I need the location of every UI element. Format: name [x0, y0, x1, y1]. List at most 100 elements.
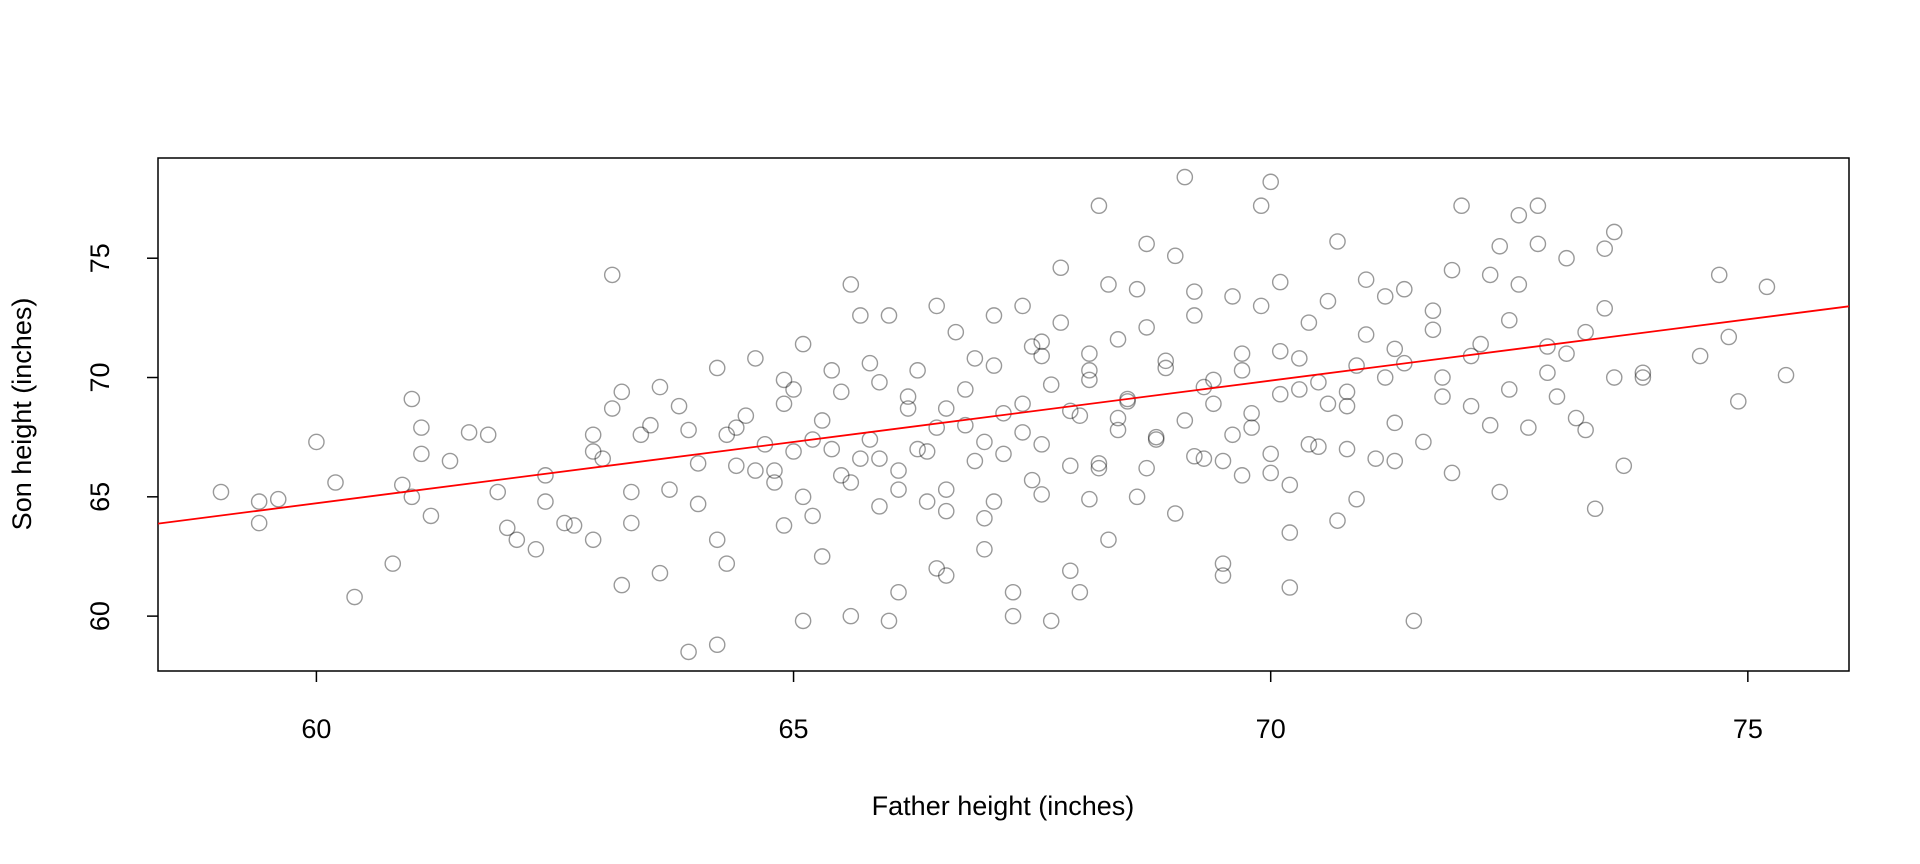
point: [1710, 266, 1728, 284]
point: [384, 555, 402, 572]
y-axis-title: Son height (inches): [7, 298, 37, 531]
point: [1424, 321, 1442, 339]
point: [976, 541, 993, 558]
point: [1100, 531, 1117, 549]
point: [594, 450, 611, 467]
point: [689, 455, 707, 472]
point: [985, 493, 1003, 510]
point: [737, 407, 755, 424]
point: [623, 514, 640, 532]
point: [928, 419, 945, 436]
point: [1033, 436, 1050, 453]
point: [632, 426, 650, 444]
point: [651, 564, 669, 582]
point: [1691, 347, 1709, 365]
point: [871, 450, 888, 467]
point: [308, 433, 325, 451]
point: [1138, 235, 1155, 253]
point: [1214, 452, 1232, 470]
point: [1157, 352, 1175, 370]
point: [1224, 426, 1241, 444]
point: [1310, 438, 1327, 456]
point: [1500, 381, 1518, 398]
point: [708, 359, 726, 377]
point: [1271, 273, 1289, 291]
point: [1081, 362, 1098, 379]
x-tick-label: 60: [301, 714, 331, 744]
point: [1090, 455, 1108, 472]
point: [403, 488, 421, 506]
plot-frame: [157, 157, 1850, 672]
point: [804, 507, 821, 525]
point: [1243, 419, 1260, 436]
x-tick-label: 65: [779, 714, 809, 744]
point: [957, 381, 974, 398]
point: [680, 421, 697, 439]
point: [1577, 421, 1594, 439]
point: [813, 412, 831, 429]
point: [1147, 428, 1165, 446]
point: [1205, 371, 1222, 389]
point: [651, 378, 669, 396]
point: [823, 362, 841, 379]
point: [727, 419, 745, 436]
point: [1195, 450, 1213, 467]
point: [1481, 416, 1499, 434]
point: [1033, 347, 1050, 365]
point: [775, 395, 793, 413]
point: [1186, 283, 1203, 300]
point: [441, 452, 459, 470]
point: [766, 474, 783, 491]
point: [1157, 359, 1175, 377]
point: [880, 612, 898, 630]
point: [1615, 457, 1633, 475]
point: [680, 643, 697, 661]
point: [1138, 459, 1155, 477]
point: [1376, 369, 1394, 386]
point: [1233, 362, 1251, 379]
point: [1300, 314, 1318, 331]
point: [1348, 490, 1365, 508]
point: [403, 390, 421, 408]
point: [1004, 583, 1022, 601]
point: [1386, 414, 1404, 432]
point: [899, 400, 917, 417]
point: [937, 502, 955, 520]
point: [842, 276, 860, 293]
point: [1176, 168, 1194, 186]
point: [1224, 288, 1241, 305]
point: [804, 431, 821, 448]
point: [1567, 409, 1585, 427]
point: [1520, 419, 1537, 436]
point: [852, 307, 869, 324]
point: [1014, 395, 1031, 413]
point: [584, 443, 602, 460]
point: [1071, 407, 1089, 424]
point: [527, 541, 545, 558]
point: [937, 567, 955, 584]
point: [1319, 292, 1337, 310]
point: [489, 483, 507, 501]
point: [1081, 345, 1098, 362]
point: [832, 467, 850, 484]
point: [985, 357, 1003, 374]
point: [1062, 402, 1079, 420]
point: [1539, 364, 1556, 382]
point: [1281, 579, 1299, 596]
point: [1042, 612, 1060, 630]
point: [1405, 612, 1423, 630]
point: [1376, 288, 1394, 305]
point: [670, 397, 688, 415]
point: [1195, 378, 1213, 396]
point: [1233, 345, 1251, 362]
y-tick-label: 65: [85, 482, 115, 512]
x-axis-title: Father height (inches): [872, 791, 1135, 821]
point: [413, 419, 430, 436]
point: [1596, 300, 1614, 317]
point: [1271, 342, 1289, 360]
point: [1033, 486, 1050, 503]
point: [603, 266, 621, 284]
point: [1081, 371, 1098, 389]
point: [718, 555, 736, 572]
point: [928, 297, 945, 315]
